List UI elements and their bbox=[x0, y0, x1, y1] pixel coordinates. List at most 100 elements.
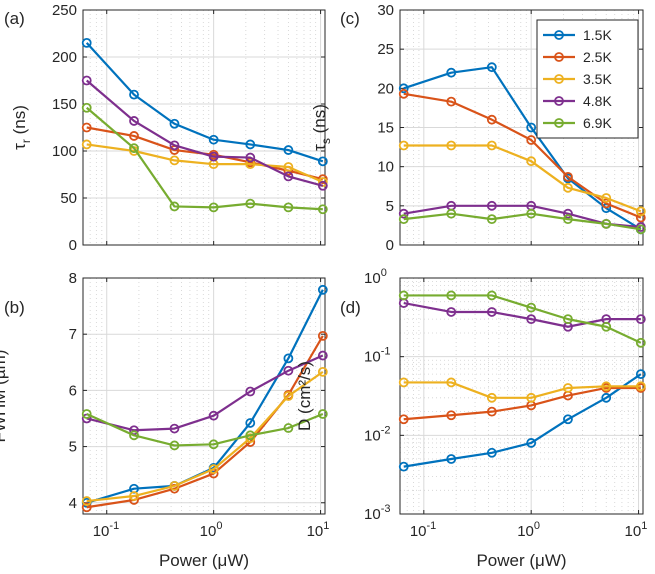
legend-entry-label: 3.5K bbox=[583, 71, 612, 87]
data-point-6.9K bbox=[635, 337, 646, 348]
y-axis-label: D (cm²/s) bbox=[295, 361, 314, 431]
x-tick-label: 10-1 bbox=[93, 520, 119, 540]
series-line-2.5K bbox=[403, 92, 642, 219]
y-tick-label: 15 bbox=[377, 120, 394, 137]
x-tick-label: 100 bbox=[517, 520, 540, 540]
data-point-3.5K bbox=[486, 392, 497, 403]
data-point-4.8K bbox=[317, 350, 328, 361]
legend-swatch-marker bbox=[554, 118, 564, 128]
data-point-1.5K bbox=[526, 438, 537, 448]
data-point-6.9K bbox=[317, 204, 328, 215]
data-point-1.5K bbox=[635, 369, 646, 380]
data-point-1.5K bbox=[526, 122, 537, 133]
data-point-3.5K bbox=[446, 377, 457, 388]
y-axis-label-main: D (cm²/s) bbox=[295, 361, 314, 431]
y-axis-label-main: τ bbox=[10, 143, 29, 150]
data-point-2.5K bbox=[446, 410, 457, 421]
data-point-1.5K bbox=[486, 447, 497, 458]
x-tick-label: 10-1 bbox=[410, 520, 436, 540]
series-line-3.5K bbox=[403, 381, 641, 399]
data-point-2.5K bbox=[486, 114, 497, 125]
y-axis-label-main: FWHM (µm) bbox=[0, 350, 9, 443]
series-line-6.9K bbox=[86, 412, 324, 447]
data-point-4.8K bbox=[81, 75, 92, 86]
data-point-6.9K bbox=[81, 102, 92, 113]
data-point-3.5K bbox=[635, 381, 646, 392]
x-tick-label: 101 bbox=[307, 520, 330, 540]
data-point-1.5K bbox=[317, 284, 328, 295]
data-point-4.8K bbox=[526, 314, 537, 325]
series-line-2.5K bbox=[403, 386, 641, 421]
y-tick-label: 7 bbox=[69, 326, 77, 343]
data-point-3.5K bbox=[169, 481, 180, 491]
series-line-1.5K bbox=[85, 42, 324, 163]
y-tick-label: 30 bbox=[377, 2, 394, 19]
data-point-6.9K bbox=[446, 290, 457, 301]
series-line-3.5K bbox=[86, 370, 324, 503]
y-tick-label: 10-1 bbox=[364, 346, 390, 366]
data-point-3.5K bbox=[601, 381, 612, 392]
data-point-4.8K bbox=[398, 208, 409, 219]
x-tick-exponent: 1 bbox=[323, 520, 329, 532]
panel-label: (d) bbox=[340, 298, 361, 317]
y-tick-label: 100 bbox=[52, 143, 77, 160]
data-point-2.5K bbox=[526, 135, 537, 145]
y-tick-label: 250 bbox=[52, 2, 77, 19]
y-tick-label: 0 bbox=[69, 237, 77, 254]
y-tick-exponent: -3 bbox=[381, 503, 391, 515]
y-axis-label: FWHM (µm) bbox=[0, 350, 9, 443]
y-tick-label: 10-3 bbox=[364, 503, 390, 523]
data-point-4.8K bbox=[208, 410, 219, 421]
series-line-6.9K bbox=[403, 212, 642, 231]
data-point-4.8K bbox=[245, 152, 256, 163]
data-point-4.8K bbox=[486, 307, 497, 317]
data-point-3.5K bbox=[398, 140, 409, 151]
data-point-6.9K bbox=[283, 423, 294, 433]
data-point-3.5K bbox=[563, 383, 573, 393]
data-point-6.9K bbox=[563, 314, 573, 325]
data-point-1.5K bbox=[446, 454, 457, 464]
data-point-6.9K bbox=[208, 202, 219, 213]
y-tick-label: 20 bbox=[377, 80, 394, 97]
x-axis-label: Power (μW) bbox=[159, 551, 249, 570]
data-point-6.9K bbox=[81, 409, 92, 419]
data-point-1.5K bbox=[245, 139, 256, 150]
y-axis-label-sub: r bbox=[19, 139, 33, 143]
axes-box bbox=[399, 277, 644, 515]
data-point-4.8K bbox=[635, 314, 646, 325]
data-point-6.9K bbox=[245, 198, 256, 209]
data-point-3.5K bbox=[635, 206, 646, 217]
data-point-2.5K bbox=[563, 171, 573, 182]
data-point-1.5K bbox=[446, 67, 457, 78]
data-point-1.5K bbox=[563, 414, 573, 425]
data-point-3.5K bbox=[486, 140, 497, 151]
series-line-4.8K bbox=[86, 354, 324, 432]
y-tick-exponent: 0 bbox=[381, 267, 387, 279]
data-point-3.5K bbox=[601, 193, 612, 203]
y-tick-label: 8 bbox=[69, 270, 77, 287]
y-axis-label-main: τ bbox=[310, 144, 329, 151]
legend: 1.5K 2.5K 3.5K 4.8K 6.9K bbox=[536, 19, 639, 139]
data-point-6.9K bbox=[526, 208, 537, 219]
data-point-4.8K bbox=[486, 200, 497, 211]
data-point-6.9K bbox=[208, 439, 219, 450]
data-point-3.5K bbox=[317, 177, 328, 187]
data-point-4.8K bbox=[169, 140, 180, 151]
y-axis-label: τr (ns) bbox=[10, 105, 33, 150]
y-tick-label: 100 bbox=[364, 267, 387, 287]
data-point-2.5K bbox=[398, 88, 409, 99]
data-point-2.5K bbox=[635, 212, 646, 223]
data-point-3.5K bbox=[283, 391, 294, 401]
x-tick-exponent: 1 bbox=[641, 520, 647, 532]
data-point-1.5K bbox=[208, 134, 219, 145]
data-point-6.9K bbox=[283, 202, 294, 213]
y-tick-label: 5 bbox=[386, 198, 394, 215]
data-point-4.8K bbox=[245, 386, 256, 397]
data-point-6.9K bbox=[563, 214, 573, 225]
panel-label: (a) bbox=[4, 9, 25, 28]
data-point-1.5K bbox=[245, 418, 256, 428]
series-line-4.8K bbox=[403, 301, 641, 328]
data-point-4.8K bbox=[129, 116, 139, 126]
